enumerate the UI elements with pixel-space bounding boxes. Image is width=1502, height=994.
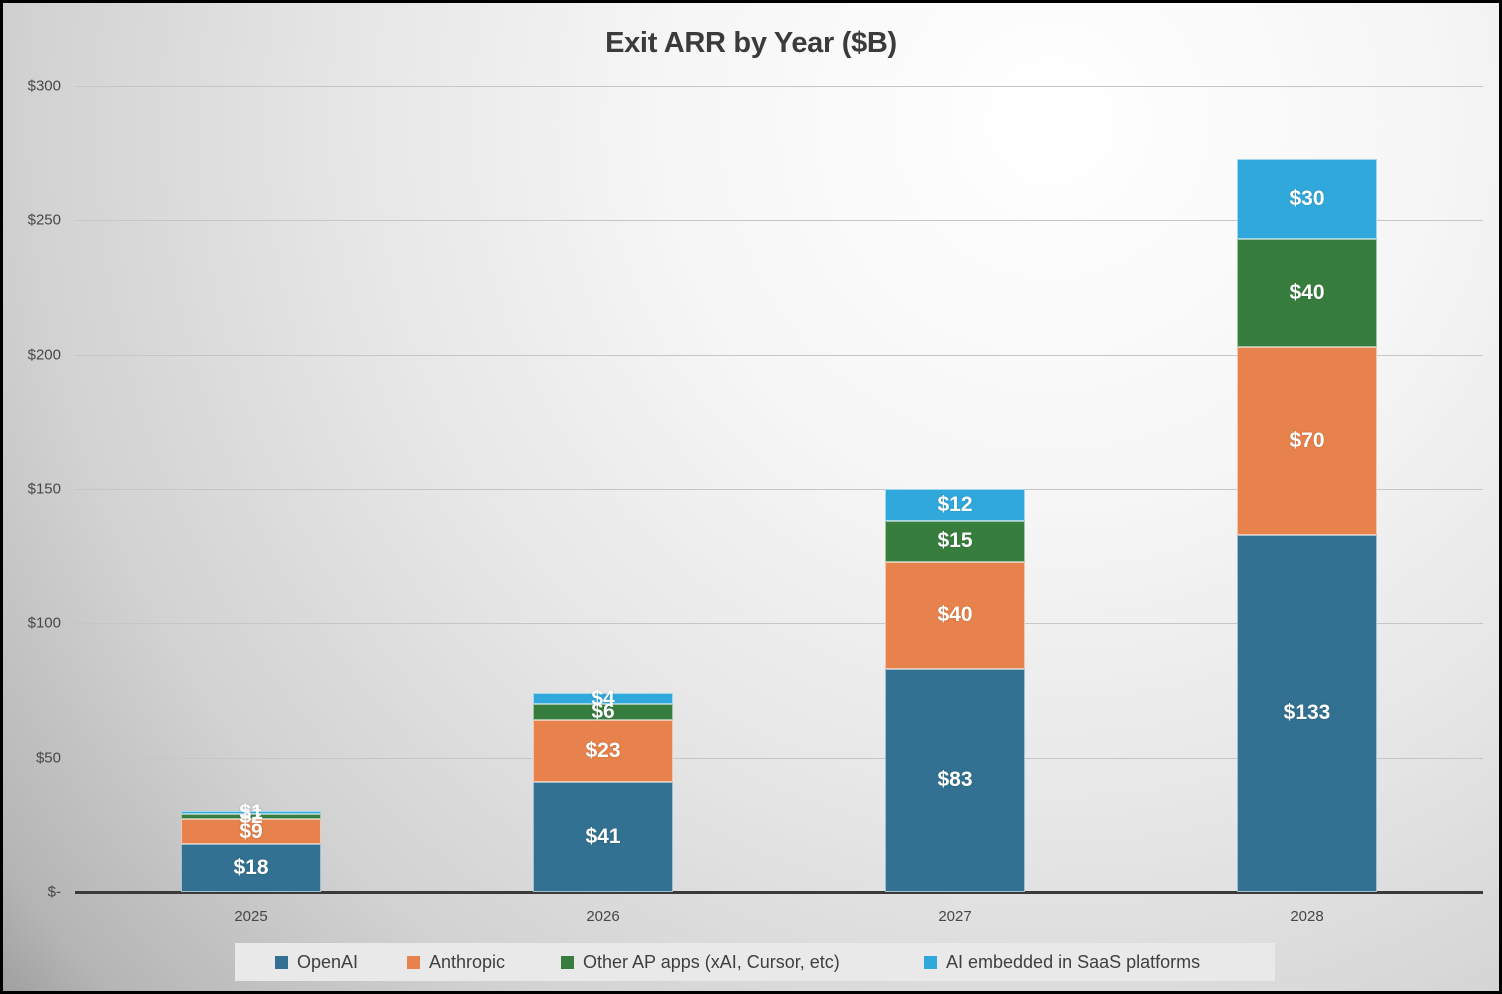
legend-swatch-other-ap-apps-xai-cursor-etc bbox=[561, 955, 574, 969]
bar-segment-anthropic-2027: $40 bbox=[885, 561, 1025, 669]
legend-label: Anthropic bbox=[429, 951, 506, 972]
gridline bbox=[75, 86, 1483, 87]
gridline bbox=[75, 354, 1483, 356]
bar-value-label: $15 bbox=[937, 529, 973, 553]
x-axis-category-label: 2026 bbox=[586, 908, 620, 925]
bar-segment-anthropic-2025: $9 bbox=[181, 819, 321, 844]
gridline bbox=[75, 757, 1483, 759]
bar-value-label: $18 bbox=[233, 855, 269, 879]
bar-segment-anthropic-2028: $70 bbox=[1237, 346, 1377, 535]
bar-segment-ai-embedded-in-saas-platforms-2027: $12 bbox=[885, 489, 1025, 522]
legend-label: Other AP apps (xAI, Cursor, etc) bbox=[583, 951, 840, 972]
bar-segment-other-ap-apps-xai-cursor-etc-2028: $40 bbox=[1237, 239, 1377, 347]
bar-value-label: $4 bbox=[591, 686, 615, 710]
bar-value-label: $40 bbox=[1289, 280, 1325, 304]
legend-item-anthropic: Anthropic bbox=[407, 943, 505, 981]
bar-value-label: $41 bbox=[585, 824, 621, 848]
legend-item-openai: OpenAI bbox=[275, 943, 358, 981]
bar-segment-other-ap-apps-xai-cursor-etc-2026: $6 bbox=[533, 699, 673, 723]
bar-segment-other-ap-apps-xai-cursor-etc-2027: $15 bbox=[885, 521, 1025, 562]
bar-segment-ai-embedded-in-saas-platforms-2026: $4 bbox=[533, 687, 673, 709]
bar-value-label: $70 bbox=[1289, 428, 1325, 452]
legend-item-ai-embedded-in-saas-platforms: AI embedded in SaaS platforms bbox=[924, 943, 1200, 981]
legend-swatch-openai bbox=[275, 955, 288, 969]
x-axis-category-label: 2027 bbox=[938, 908, 972, 925]
legend-label: OpenAI bbox=[297, 951, 359, 972]
bar-segment-ai-embedded-in-saas-platforms-2028: $30 bbox=[1237, 158, 1377, 240]
y-axis-tick-label: $300 bbox=[27, 77, 61, 95]
x-axis-category-label: 2028 bbox=[1290, 908, 1324, 925]
y-axis-tick-label: $150 bbox=[27, 480, 61, 498]
chart-title: Exit ARR by Year ($B) bbox=[605, 27, 897, 59]
x-axis-category-label: 2025 bbox=[234, 908, 268, 925]
bar-segment-anthropic-2026: $23 bbox=[533, 720, 673, 782]
bar-value-label: $12 bbox=[937, 493, 973, 517]
bar-value-label: $2 bbox=[239, 804, 263, 828]
bar-segment-openai-2028: $133 bbox=[1237, 534, 1377, 892]
y-axis-tick-label: $200 bbox=[27, 346, 61, 364]
legend-label: AI embedded in SaaS platforms bbox=[946, 951, 1201, 972]
bar-value-label: $6 bbox=[591, 699, 615, 723]
x-axis-line bbox=[75, 891, 1483, 894]
bar-value-label: $40 bbox=[937, 603, 973, 627]
bar-value-label: $1 bbox=[239, 800, 263, 824]
gridline bbox=[75, 220, 1483, 222]
legend: OpenAI Anthropic Other AP apps (xAI, Curso… bbox=[235, 943, 1275, 981]
y-axis-tick-label: $250 bbox=[27, 211, 61, 229]
gridline bbox=[75, 489, 1483, 490]
bar-value-label: $83 bbox=[937, 768, 973, 792]
legend-item-other-ap-apps-xai-cursor-etc: Other AP apps (xAI, Cursor, etc) bbox=[561, 943, 840, 981]
bar-value-label: $30 bbox=[1289, 186, 1325, 210]
gridline bbox=[75, 623, 1483, 625]
bar-segment-ai-embedded-in-saas-platforms-2025: $1 bbox=[181, 801, 321, 823]
bar-segment-openai-2026: $41 bbox=[533, 781, 673, 892]
y-axis-tick-label: $- bbox=[47, 883, 61, 901]
legend-swatch-ai-embedded-in-saas-platforms bbox=[924, 955, 937, 969]
bar-segment-openai-2027: $83 bbox=[885, 669, 1025, 892]
bar-segment-openai-2025: $18 bbox=[181, 843, 321, 892]
y-axis-tick-label: $100 bbox=[27, 614, 61, 632]
y-axis-tick-label: $50 bbox=[35, 749, 61, 767]
bar-value-label: $23 bbox=[585, 738, 621, 762]
bar-segment-other-ap-apps-xai-cursor-etc-2025: $2 bbox=[181, 805, 321, 827]
bar-value-label: $133 bbox=[1283, 701, 1331, 725]
bar-value-label: $9 bbox=[239, 819, 263, 843]
legend-swatch-anthropic bbox=[407, 955, 420, 969]
